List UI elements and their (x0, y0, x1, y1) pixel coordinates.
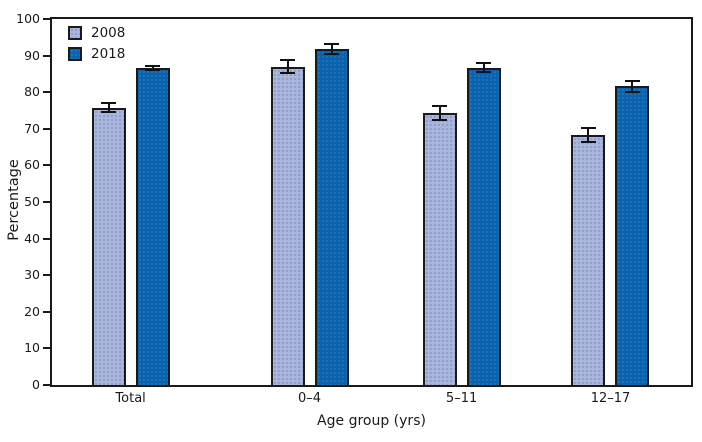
y-tick-40 (43, 237, 51, 240)
error-bar-2018-0-4 (324, 42, 340, 56)
y-tick-0 (43, 384, 51, 386)
bar-2008-total (91, 107, 126, 385)
error-bar-vline (286, 59, 289, 74)
y-tick-label-90: 90 (24, 47, 40, 63)
error-bar-2018-12-17 (624, 80, 640, 93)
y-tick-label-70: 70 (24, 120, 40, 136)
x-axis-title: Age group (yrs) (317, 413, 426, 429)
error-bar-vline (587, 126, 590, 144)
error-bar-vline (151, 65, 154, 71)
error-bar-vline (438, 104, 441, 121)
bar-2018-total (135, 68, 170, 385)
y-tick-10 (43, 347, 51, 350)
error-bar-2008-0-4 (280, 59, 296, 74)
legend-swatch-2018 (68, 47, 82, 61)
y-tick-90 (43, 54, 51, 57)
y-tick-70 (43, 127, 51, 130)
y-tick-50 (43, 201, 51, 203)
y-tick-label-10: 10 (24, 340, 40, 356)
error-bar-cap-bottom (280, 71, 296, 74)
x-category-label-total: Total (115, 391, 146, 406)
legend-label-2008: 2008 (91, 25, 126, 41)
y-tick-label-0: 0 (32, 377, 40, 392)
bar-2008-12-17 (571, 135, 606, 385)
error-bar-cap-bottom (145, 68, 161, 71)
x-category-label-5-11: 5–11 (445, 391, 478, 406)
error-bar-vline (482, 62, 485, 74)
legend-item-2018: 2018 (68, 46, 125, 62)
y-tick-100 (43, 18, 51, 20)
bar-2018-0-4 (314, 49, 349, 385)
error-bar-cap-bottom (432, 118, 448, 121)
error-bar-cap-bottom (101, 111, 117, 114)
x-category-label-12-17: 12–17 (590, 391, 631, 406)
legend-swatch-2008 (68, 26, 82, 40)
y-tick-80 (43, 91, 51, 94)
error-bar-cap-bottom (324, 53, 340, 56)
error-bar-cap-bottom (476, 71, 492, 74)
bar-2018-5-11 (466, 67, 501, 385)
error-bar-2018-total (145, 65, 161, 71)
bar-2018-12-17 (615, 86, 650, 385)
error-bar-cap-bottom (624, 90, 640, 93)
y-tick-label-20: 20 (24, 303, 40, 319)
error-bar-2008-5-11 (432, 104, 448, 121)
y-tick-label-80: 80 (24, 84, 40, 100)
y-tick-20 (43, 310, 51, 313)
x-category-label-0-4: 0–4 (297, 391, 322, 406)
y-tick-60 (43, 164, 51, 167)
error-bar-2018-5-11 (476, 62, 492, 74)
error-bar-vline (631, 80, 634, 93)
bar-2008-0-4 (270, 66, 305, 385)
y-tick-30 (43, 274, 51, 277)
error-bar-vline (107, 102, 110, 114)
y-tick-label-100: 100 (16, 11, 40, 26)
bar-2008-5-11 (422, 112, 457, 385)
legend-item-2008: 2008 (68, 25, 125, 41)
y-tick-label-60: 60 (24, 157, 40, 173)
legend-label-2018: 2018 (91, 46, 126, 62)
y-tick-label-40: 40 (24, 230, 40, 246)
error-bar-2008-total (101, 102, 117, 114)
legend: 2008 2018 (68, 25, 125, 67)
error-bar-2008-12-17 (580, 126, 596, 144)
error-bar-cap-bottom (580, 141, 596, 144)
plot-area (50, 17, 693, 387)
y-tick-label-50: 50 (24, 194, 40, 209)
error-bar-vline (330, 42, 333, 56)
y-tick-label-30: 30 (24, 267, 40, 283)
y-axis-title: Percentage (6, 159, 22, 241)
